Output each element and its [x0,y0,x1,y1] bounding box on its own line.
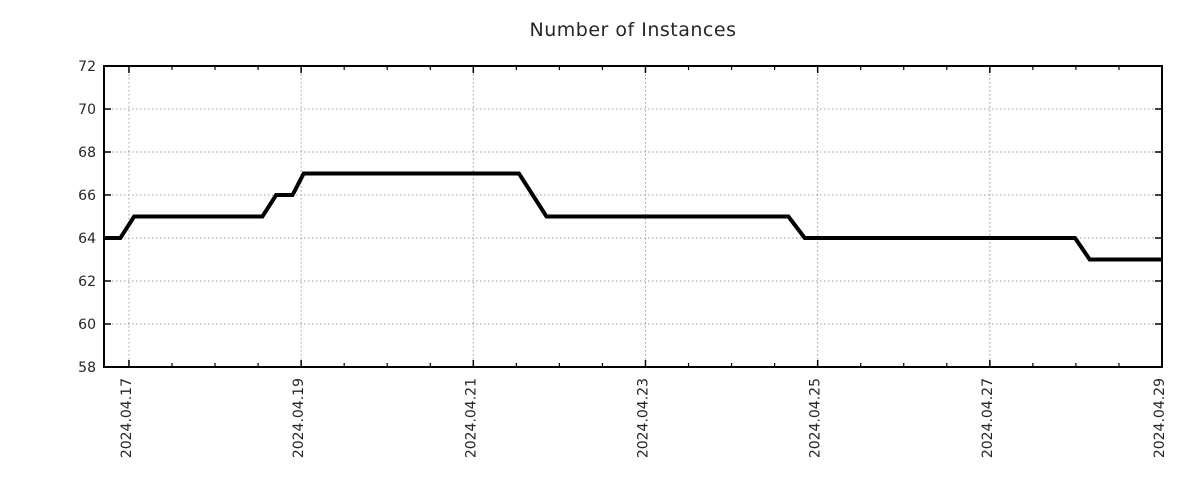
y-tick-label: 70 [78,102,96,118]
x-tick-label: 2024.04.25 [808,378,824,458]
x-tick-label: 2024.04.21 [463,378,479,458]
y-tick-label: 68 [78,145,96,161]
y-tick-label: 66 [78,188,96,204]
chart-title: Number of Instances [529,19,737,41]
x-tick-label: 2024.04.23 [635,378,651,458]
y-tick-label: 62 [78,274,96,290]
y-tick-label: 60 [78,317,96,333]
x-tick-label: 2024.04.29 [1152,378,1168,458]
y-tick-label: 72 [78,59,96,75]
x-tick-label: 2024.04.27 [980,378,996,458]
x-tick-label: 2024.04.19 [291,378,307,458]
y-tick-label: 58 [78,360,96,376]
data-line [104,171,1162,262]
plot-border [103,65,1163,368]
x-tick-label: 2024.04.17 [119,378,135,458]
y-tick-label: 64 [78,231,96,247]
